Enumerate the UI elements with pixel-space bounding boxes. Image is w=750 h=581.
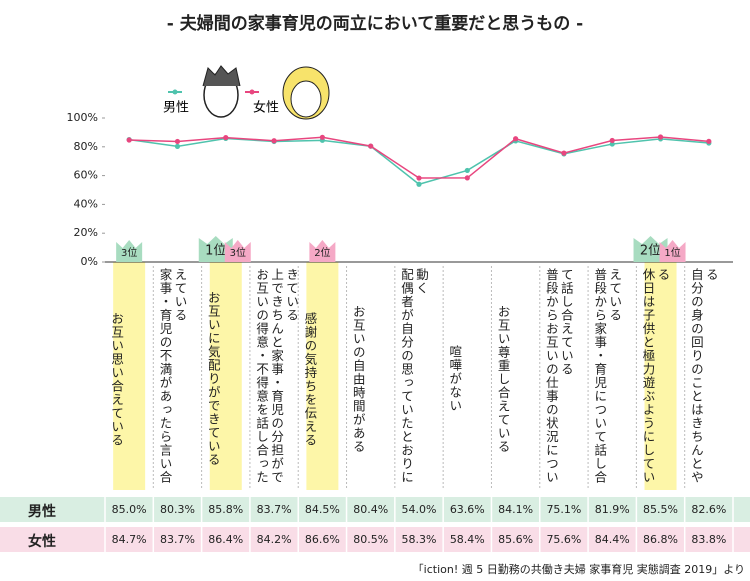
rank-badge <box>659 240 686 262</box>
table-cell: 84.2% <box>256 533 292 546</box>
table-cell: 81.9% <box>594 503 630 516</box>
data-point <box>174 143 181 149</box>
data-point <box>561 150 567 156</box>
table-cell: 80.4% <box>353 503 389 516</box>
category-label: お互い尊重し合えている <box>495 304 511 454</box>
column-highlight <box>209 262 242 490</box>
chart-title: - 夫婦間の家事育児の両立において重要だと思うもの - <box>167 13 583 34</box>
legend: 男性 女性 <box>163 65 330 120</box>
data-point <box>706 138 712 144</box>
legend-label: 女性 <box>253 100 279 116</box>
table-cell: 85.6% <box>498 533 534 546</box>
rank-label: 3位 <box>230 246 246 259</box>
rank-badge <box>309 240 336 262</box>
data-point <box>416 181 422 187</box>
table-cell: 75.1% <box>546 503 582 516</box>
rank-badge <box>198 236 233 262</box>
data-point <box>513 136 519 142</box>
category-label: 普段から家事・育児について話し合えている <box>592 268 623 484</box>
rank-label: 1位 <box>664 246 680 259</box>
table-cell: 80.5% <box>353 533 389 546</box>
female-face-icon <box>290 80 322 118</box>
source-note: 「iction! 週 5 日勤務の共働き夫婦 家事育児 実態調査 2019」より <box>412 563 745 576</box>
column-highlight <box>113 262 146 490</box>
row-label: 男性 <box>28 504 56 520</box>
table-cell: 75.6% <box>546 533 582 546</box>
table-cell: 86.8% <box>643 533 678 546</box>
male-hair-icon <box>202 65 241 87</box>
rank-label: 1位 <box>205 244 226 259</box>
y-tick-label: 100% <box>67 111 98 124</box>
data-point <box>609 141 615 147</box>
y-tick-label: 20% <box>74 226 98 239</box>
legend-marker <box>172 89 178 95</box>
table-cell: 58.4% <box>449 533 485 546</box>
rank-label: 3位 <box>121 246 137 259</box>
category-label: お互いの得意・不得意を話し合った上できちんと家事・育児の分担ができている <box>254 268 300 484</box>
y-tick-label: 0% <box>81 255 98 268</box>
table-cell: 83.7% <box>256 503 292 516</box>
table-cell: 82.6% <box>691 503 727 516</box>
category-label: お互いに気配りができている <box>205 291 221 467</box>
category-label: お互いの自由時間がある <box>350 304 366 454</box>
legend-label: 男性 <box>163 101 189 116</box>
legend-marker <box>249 89 255 95</box>
data-point <box>464 167 470 174</box>
rank-badge <box>633 236 668 262</box>
data-point <box>223 134 229 141</box>
data-point <box>416 175 422 181</box>
column-highlight <box>644 262 677 490</box>
data-point <box>609 137 615 144</box>
rank-label: 2位 <box>314 246 330 259</box>
table-cell: 63.6% <box>449 503 485 516</box>
data-point <box>368 143 374 149</box>
table-cell: 85.5% <box>643 503 678 516</box>
table-cell: 83.7% <box>159 533 195 546</box>
data-point <box>174 138 181 145</box>
table-cell: 85.0% <box>111 503 147 516</box>
data-point <box>126 137 132 143</box>
category-label: 家事・育児の不満があったら言い合えている <box>157 268 188 484</box>
category-label: 感謝の気持ちを伝える <box>302 311 318 447</box>
data-point <box>464 175 470 181</box>
table-cell: 84.1% <box>498 503 534 516</box>
y-tick-label: 80% <box>74 140 98 153</box>
column-highlight <box>306 262 339 490</box>
table-cell: 85.8% <box>208 503 244 516</box>
table-cell: 58.3% <box>401 533 437 546</box>
rank-badge <box>224 240 251 262</box>
category-label: お互い思い合えている <box>109 311 125 447</box>
table-cell: 84.7% <box>111 533 147 546</box>
y-tick-label: 60% <box>74 169 98 182</box>
row-label: 女性 <box>28 534 56 550</box>
rank-badge <box>116 240 143 262</box>
category-label: 配偶者が自分の思っていたとおりに動く <box>399 268 429 484</box>
category-label: 自分の身の回りのことはきちんとやる <box>688 268 719 484</box>
table-cell: 84.5% <box>304 503 340 516</box>
category-label: 普段からお互いの仕事の状況について話し合えている <box>543 268 574 484</box>
table-cell: 54.0% <box>401 503 437 516</box>
data-point <box>319 134 325 140</box>
category-label: 喧嘩がない <box>447 345 463 413</box>
data-point <box>271 138 277 144</box>
table-cell: 86.6% <box>304 533 340 546</box>
table-row <box>0 527 750 552</box>
table-row <box>0 497 750 522</box>
data-point <box>657 134 664 140</box>
table-cell: 83.8% <box>691 533 727 546</box>
category-label: 休日は子供と極力遊ぶようにしている <box>640 268 671 484</box>
table-cell: 84.4% <box>594 533 630 546</box>
table-cell: 86.4% <box>208 533 244 546</box>
rank-label: 2位 <box>640 244 661 259</box>
y-tick-label: 40% <box>74 197 98 210</box>
table-cell: 80.3% <box>159 503 195 516</box>
